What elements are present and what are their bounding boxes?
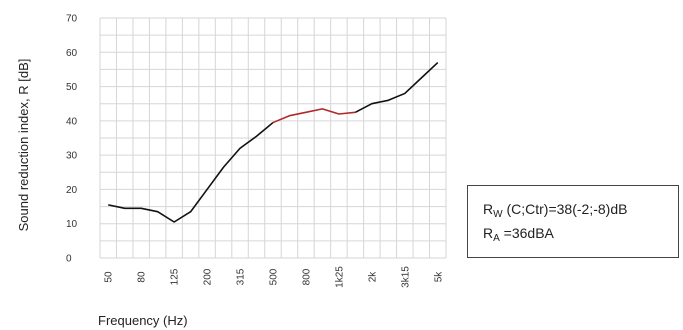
x-tick-label: 500	[269, 268, 280, 285]
x-tick-label: 50	[104, 271, 115, 283]
x-axis-ticks: 50 80 125 200 315 500 800 1k25 2k 3k15 5k	[104, 266, 445, 288]
x-tick-label: 200	[203, 268, 214, 285]
y-tick-label: 30	[66, 151, 78, 162]
y-axis-title: Sound reduction index, R [dB]	[16, 59, 31, 232]
y-tick-label: 50	[66, 82, 78, 93]
x-tick-label: 3k15	[400, 266, 411, 288]
rw-subscript: W	[493, 209, 503, 220]
x-tick-label: 5k	[433, 271, 444, 283]
x-tick-label: 1k25	[334, 266, 345, 288]
x-tick-label: 2k	[367, 271, 378, 283]
chart-series	[108, 61, 439, 223]
series-line-2	[272, 108, 356, 124]
y-axis-ticks: 0 10 20 30 40 50 60 70	[66, 14, 78, 265]
y-tick-label: 40	[66, 116, 78, 127]
rating-legend-box: RW (C;Ctr)=38(-2;-8)dB RA =36dBA	[467, 185, 679, 258]
ra-subscript: A	[493, 233, 500, 244]
ra-rating: RA =36dBA	[483, 224, 678, 248]
ra-symbol: R	[483, 225, 494, 241]
y-tick-label: 10	[66, 219, 78, 230]
x-axis-title: Frequency (Hz)	[98, 313, 188, 328]
x-tick-label: 125	[170, 268, 181, 285]
y-tick-label: 0	[66, 254, 72, 265]
y-tick-label: 20	[66, 185, 78, 196]
ra-value: =36dBA	[499, 225, 554, 241]
chart-grid	[99, 17, 447, 259]
rw-rating: RW (C;Ctr)=38(-2;-8)dB	[483, 200, 678, 224]
series-line-1	[108, 121, 274, 223]
x-tick-label: 800	[301, 268, 312, 285]
y-tick-label: 70	[66, 14, 78, 25]
y-tick-label: 60	[66, 48, 78, 59]
rw-symbol: R	[483, 201, 494, 217]
x-tick-label: 80	[137, 271, 148, 283]
x-tick-label: 315	[236, 268, 247, 285]
series-line-1	[355, 61, 439, 113]
rw-value: (C;Ctr)=38(-2;-8)dB	[502, 201, 628, 217]
